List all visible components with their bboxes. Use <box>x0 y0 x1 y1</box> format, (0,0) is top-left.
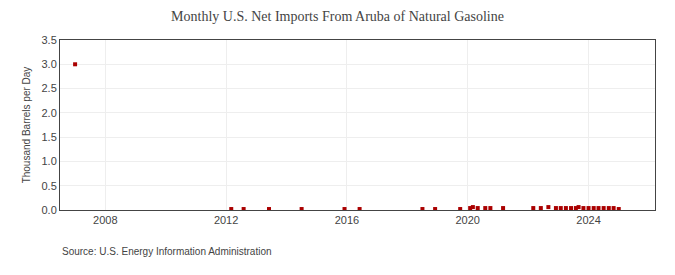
svg-text:3.5: 3.5 <box>42 34 57 46</box>
svg-text:0.5: 0.5 <box>42 180 57 192</box>
svg-text:1.0: 1.0 <box>42 155 57 167</box>
svg-text:Source: U.S. Energy Informatio: Source: U.S. Energy Information Administ… <box>62 246 272 257</box>
svg-text:2.0: 2.0 <box>42 107 57 119</box>
svg-text:3.0: 3.0 <box>42 58 57 70</box>
svg-text:2.5: 2.5 <box>42 82 57 94</box>
svg-text:2012: 2012 <box>214 214 238 226</box>
svg-text:2016: 2016 <box>335 214 359 226</box>
svg-text:2024: 2024 <box>576 214 600 226</box>
svg-text:Thousand Barrels per Day: Thousand Barrels per Day <box>21 67 32 184</box>
svg-text:0.0: 0.0 <box>42 204 57 216</box>
svg-text:2020: 2020 <box>455 214 479 226</box>
svg-text:Monthly U.S. Net Imports From: Monthly U.S. Net Imports From Aruba of N… <box>171 9 504 24</box>
svg-text:2008: 2008 <box>93 214 117 226</box>
svg-text:1.5: 1.5 <box>42 131 57 143</box>
